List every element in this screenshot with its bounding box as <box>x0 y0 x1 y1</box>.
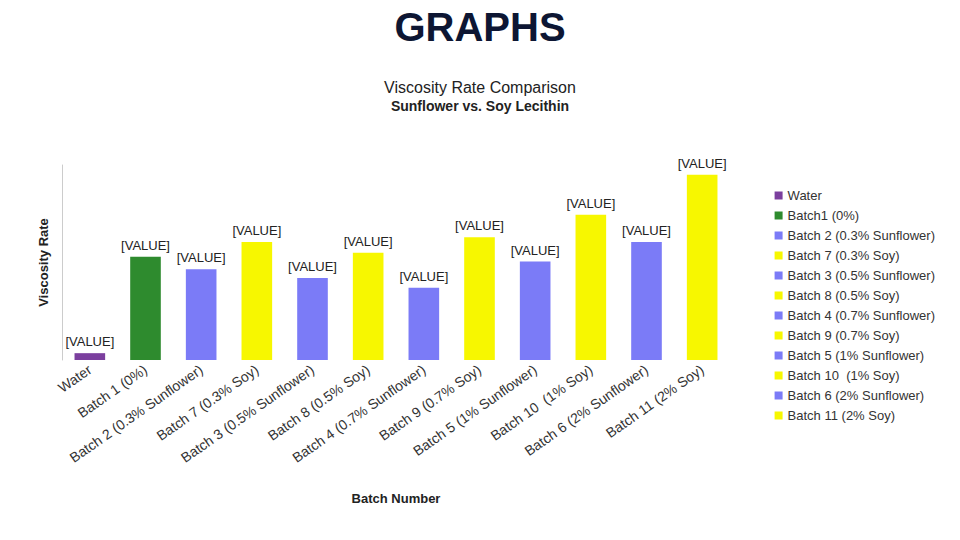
svg-text:[VALUE]: [VALUE] <box>177 250 226 265</box>
svg-text:[VALUE]: [VALUE] <box>455 218 504 233</box>
svg-text:Batch 2 (0.3% Sunflower): Batch 2 (0.3% Sunflower) <box>66 361 206 466</box>
svg-text:Viscosity Rate: Viscosity Rate <box>36 218 51 307</box>
svg-text:[VALUE]: [VALUE] <box>511 243 560 258</box>
svg-text:[VALUE]: [VALUE] <box>678 156 727 171</box>
svg-text:Water: Water <box>55 361 95 395</box>
svg-text:Batch 3 (0.5% Sunflower): Batch 3 (0.5% Sunflower) <box>177 361 318 466</box>
svg-text:Batch Number: Batch Number <box>352 491 441 506</box>
svg-text:Batch 9 (0.7% Soy): Batch 9 (0.7% Soy) <box>376 361 485 444</box>
svg-text:Batch 10 (1% Soy): Batch 10 (1% Soy) <box>487 361 596 444</box>
svg-text:Batch 4 (0.7% Sunflower): Batch 4 (0.7% Sunflower) <box>788 308 935 323</box>
svg-text:[VALUE]: [VALUE] <box>344 234 393 249</box>
svg-text:Batch 3 (0.5% Sunflower): Batch 3 (0.5% Sunflower) <box>788 268 935 283</box>
svg-text:Batch 11 (2% Soy): Batch 11 (2% Soy) <box>788 408 895 423</box>
svg-text:Batch 1 (0%): Batch 1 (0%) <box>74 361 151 421</box>
svg-text:Batch 8 (0.5% Soy): Batch 8 (0.5% Soy) <box>788 288 900 303</box>
svg-text:[VALUE]: [VALUE] <box>288 259 337 274</box>
svg-text:[VALUE]: [VALUE] <box>622 223 671 238</box>
svg-text:Water: Water <box>788 188 823 203</box>
svg-text:Batch 5 (1% Sunflower): Batch 5 (1% Sunflower) <box>788 348 925 363</box>
svg-text:Viscosity Rate Comparison: Viscosity Rate Comparison <box>384 79 576 96</box>
svg-text:Batch 6 (2% Sunflower): Batch 6 (2% Sunflower) <box>788 388 925 403</box>
svg-text:[VALUE]: [VALUE] <box>121 238 170 253</box>
svg-text:Batch 11 (2% Soy): Batch 11 (2% Soy) <box>603 361 707 440</box>
svg-text:Batch 7 (0.3% Soy): Batch 7 (0.3% Soy) <box>788 248 900 263</box>
svg-text:[VALUE]: [VALUE] <box>399 269 448 284</box>
svg-text:[VALUE]: [VALUE] <box>65 334 114 349</box>
svg-text:Batch 4 (0.7% Sunflower): Batch 4 (0.7% Sunflower) <box>289 361 429 466</box>
svg-text:Batch 9 (0.7% Soy): Batch 9 (0.7% Soy) <box>788 328 900 343</box>
svg-text:Batch 7 (0.3% Soy): Batch 7 (0.3% Soy) <box>153 361 262 444</box>
svg-text:Batch1 (0%): Batch1 (0%) <box>788 208 860 223</box>
svg-text:Batch 10 (1% Soy): Batch 10 (1% Soy) <box>788 368 900 383</box>
svg-text:Batch 2 (0.3% Sunflower): Batch 2 (0.3% Sunflower) <box>788 228 935 243</box>
svg-text:Sunflower vs. Soy Lecithin: Sunflower vs. Soy Lecithin <box>391 98 569 114</box>
svg-text:[VALUE]: [VALUE] <box>232 223 281 238</box>
svg-text:GRAPHS: GRAPHS <box>394 5 565 49</box>
svg-text:[VALUE]: [VALUE] <box>566 196 615 211</box>
svg-text:Batch 8 (0.5% Soy): Batch 8 (0.5% Soy) <box>264 361 373 444</box>
svg-text:Batch 6 (2% Sunflower): Batch 6 (2% Sunflower) <box>521 361 652 459</box>
svg-text:Batch 5 (1% Sunflower): Batch 5 (1% Sunflower) <box>410 361 540 459</box>
